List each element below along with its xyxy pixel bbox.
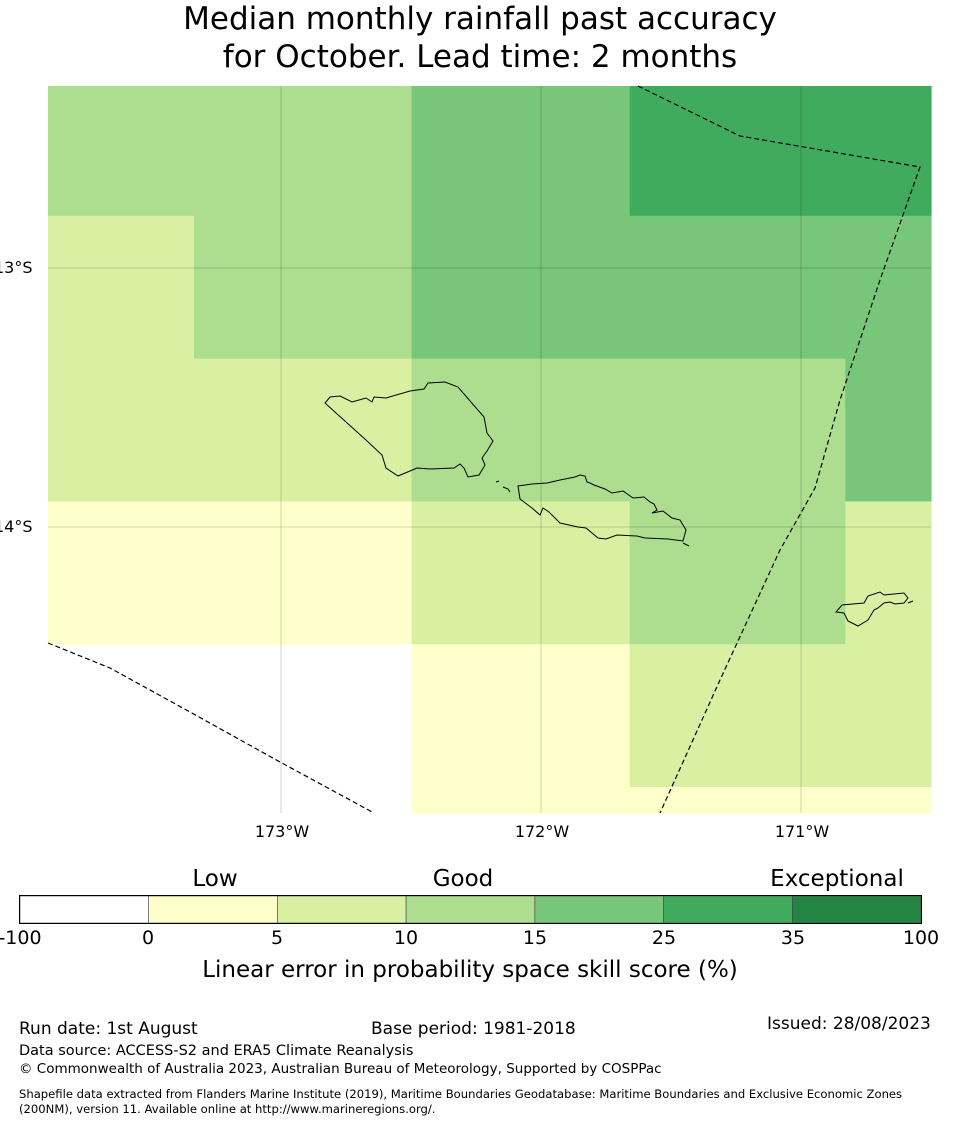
lat-tick-13s: 13°S [0,258,33,277]
shapefile-credit-line-1: Shapefile data extracted from Flanders M… [19,1087,903,1101]
lat-tick-14s: 14°S [0,517,33,536]
skill-cell-5 [411,86,631,217]
cb-tick-15: 15 [522,927,548,949]
skill-cell-7 [411,215,932,360]
graticule [48,86,931,813]
colorbar-segment-2 [277,895,407,924]
cb-tick-0: 0 [141,927,155,949]
cb-tick-minus100: -100 [0,927,42,949]
shapefile-credit-line-2: (200NM), version 11. Available online at… [19,1102,436,1116]
savaii-island [324,381,494,478]
colorbar-segment-4 [534,895,664,924]
upolu-island [517,474,687,542]
skill-cell-1 [193,215,413,360]
eez-boundary-north [637,85,921,814]
skill-cell-9 [845,358,932,502]
skill-map [47,85,932,814]
cb-tick-5: 5 [270,927,284,949]
islet-3 [682,542,690,547]
skill-cell-4 [48,501,413,645]
eez-boundary-southwest [47,642,375,814]
issued-date: Issued: 28/08/2023 [767,1014,931,1034]
cb-tick-35: 35 [780,927,806,949]
eez-boundaries [47,85,921,814]
skill-cell-0 [48,86,413,217]
islet-2 [502,486,511,493]
colorbar-segment-0 [19,895,149,924]
colorbar-segment-5 [663,895,793,924]
lon-tick-171w: 171°W [774,822,830,841]
skill-cell-6 [629,86,932,217]
islet-4 [907,600,914,604]
skill-cell-12 [845,501,932,645]
colorbar-segment-6 [791,895,922,924]
skill-cell-10 [411,501,631,645]
base-period: Base period: 1981-2018 [371,1019,576,1039]
colorbar-segments [19,895,922,924]
category-exceptional: Exceptional [770,866,904,892]
title-line-1: Median monthly rainfall past accuracy [183,1,777,37]
skill-grid-cells [48,86,932,814]
colorbar-frame [19,895,922,924]
category-low: Low [192,866,238,892]
copyright: © Commonwealth of Australia 2023, Austra… [19,1061,662,1077]
cb-tick-10: 10 [393,927,419,949]
skill-cell-2 [48,215,194,360]
skill-cell-8 [411,358,846,502]
skill-cell-14 [629,644,932,788]
lon-tick-173w: 173°W [254,822,310,841]
lon-tick-172w: 172°W [514,822,570,841]
colorbar-segment-3 [405,895,536,924]
skill-cell-11 [629,501,846,645]
run-date: Run date: 1st August [19,1019,198,1039]
skill-cell-15 [629,787,932,814]
cb-tick-100: 100 [902,927,940,949]
colorbar [19,895,922,924]
coastlines [324,381,914,627]
tutuila-island [835,591,909,627]
category-good: Good [432,866,494,892]
colorbar-segment-1 [148,895,278,924]
title-line-2: for October. Lead time: 2 months [222,39,738,75]
skill-cell-3 [48,358,413,502]
data-source: Data source: ACCESS-S2 and ERA5 Climate … [19,1043,414,1059]
islet-1 [495,480,500,483]
cb-tick-25: 25 [651,927,677,949]
colorbar-label: Linear error in probability space skill … [202,957,738,983]
skill-cell-13 [411,644,631,814]
